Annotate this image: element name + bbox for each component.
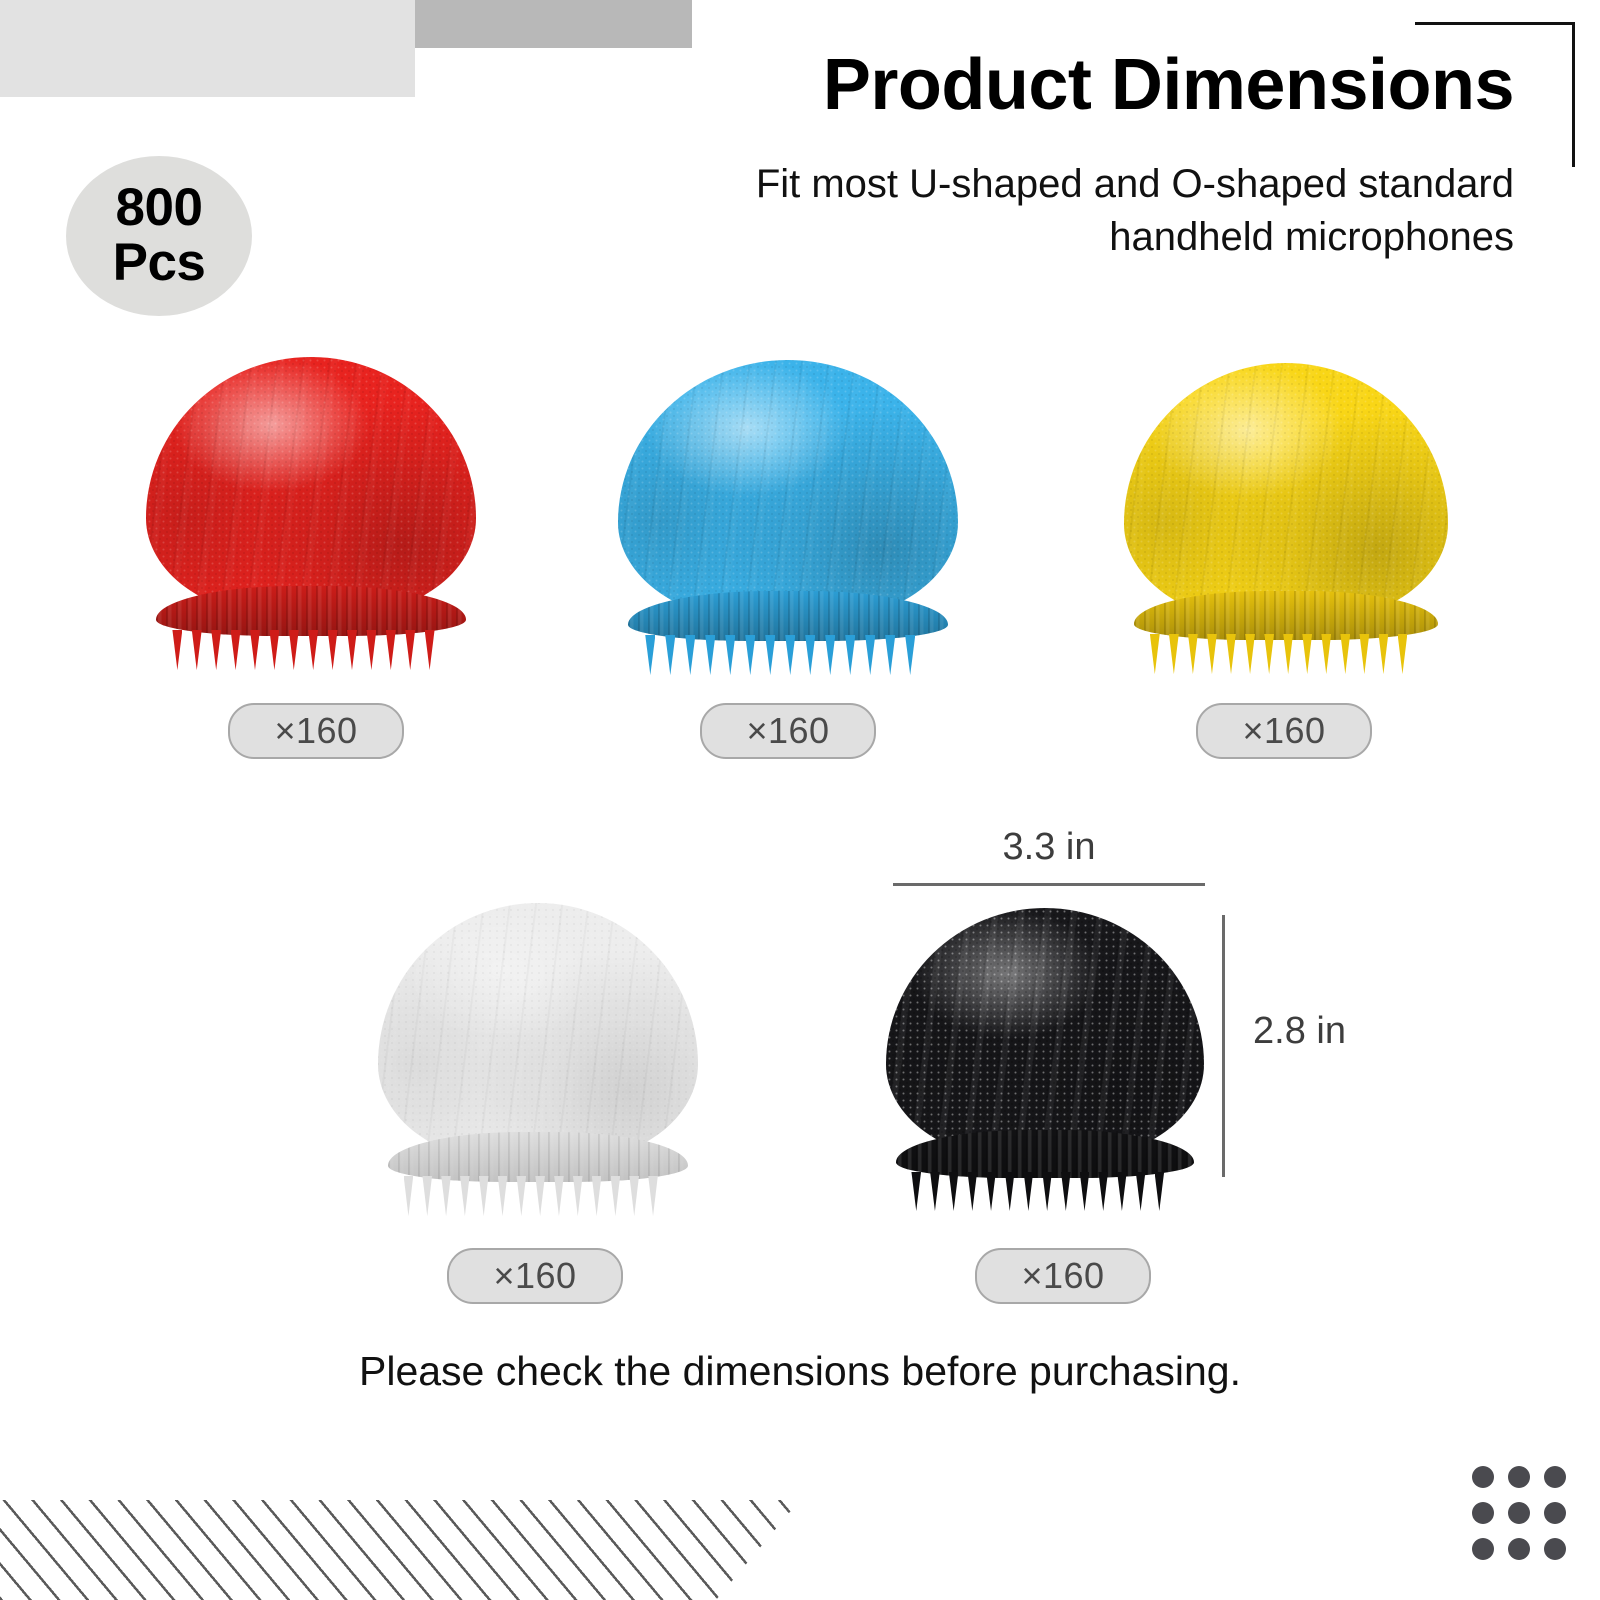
yellow-pleats	[1124, 363, 1448, 622]
white-mic-cover-image	[378, 903, 698, 1217]
blue-mic-cover-image	[618, 360, 958, 676]
dot	[1544, 1466, 1566, 1488]
black-quantity-label: ×160	[1021, 1255, 1105, 1296]
white-dome	[378, 903, 698, 1164]
yellow-fringe	[1149, 634, 1422, 675]
subtitle-line-1: Fit most U-shaped and O-shaped standard	[755, 162, 1514, 206]
yellow-band-shading	[1133, 590, 1439, 641]
white-quantity-label: ×160	[493, 1255, 577, 1296]
red-band-shading	[155, 586, 467, 636]
blue-quantity-pill: ×160	[700, 703, 876, 759]
red-pleats	[146, 357, 476, 618]
corner-bracket-decoration	[1415, 22, 1575, 167]
white-elastic-band	[387, 1132, 689, 1182]
blue-shading	[618, 360, 958, 623]
white-band-shading	[387, 1132, 689, 1182]
blue-band-shading	[628, 590, 948, 641]
red-mic-cover-image	[146, 357, 476, 671]
dot	[1472, 1466, 1494, 1488]
black-band-gathers	[895, 1130, 1195, 1178]
blue-band-gathers	[628, 590, 948, 641]
yellow-band-gathers	[1133, 590, 1439, 641]
white-fringe	[403, 1175, 673, 1217]
blue-mic-cover	[618, 360, 958, 676]
dot-grid-decoration	[1472, 1466, 1580, 1574]
dot	[1544, 1502, 1566, 1524]
white-quantity-pill: ×160	[447, 1248, 623, 1304]
red-dome	[146, 357, 476, 618]
red-fringe	[172, 629, 449, 671]
dot	[1544, 1538, 1566, 1560]
yellow-elastic-band	[1133, 590, 1439, 641]
blue-quantity-label: ×160	[746, 710, 830, 751]
dot	[1508, 1538, 1530, 1560]
red-quantity-pill: ×160	[228, 703, 404, 759]
black-shading	[886, 908, 1204, 1160]
page-title: Product Dimensions	[822, 45, 1515, 125]
badge-count: 800	[115, 178, 203, 238]
decorative-block-dark	[415, 0, 692, 48]
white-mic-cover	[378, 903, 698, 1217]
red-quantity-label: ×160	[274, 710, 358, 751]
corner-bracket-vertical-line	[1572, 22, 1575, 167]
black-dome	[886, 908, 1204, 1160]
blue-fringe	[645, 634, 931, 676]
white-mesh-texture	[378, 903, 698, 1164]
blue-elastic-band	[628, 590, 948, 641]
dot	[1508, 1502, 1530, 1524]
yellow-shading	[1124, 363, 1448, 622]
white-band-gathers	[387, 1132, 689, 1182]
black-mic-cover	[886, 908, 1204, 1211]
dot	[1508, 1466, 1530, 1488]
red-band-gathers	[155, 586, 467, 636]
white-pleats	[378, 903, 698, 1164]
subtitle-line-2: handheld microphones	[1109, 214, 1514, 259]
height-dimension-label: 2.8 in	[1253, 1010, 1346, 1052]
dot	[1472, 1502, 1494, 1524]
badge-unit: Pcs	[112, 233, 206, 292]
height-dimension-line	[1222, 915, 1225, 1177]
yellow-mic-cover-image	[1124, 363, 1448, 675]
width-dimension-line	[893, 883, 1205, 886]
red-mic-cover	[146, 357, 476, 671]
yellow-dome	[1124, 363, 1448, 622]
red-shading	[146, 357, 476, 618]
black-fringe	[911, 1172, 1178, 1211]
decorative-block-light	[0, 0, 415, 97]
yellow-mic-cover	[1124, 363, 1448, 675]
blue-pleats	[618, 360, 958, 623]
yellow-quantity-pill: ×160	[1196, 703, 1372, 759]
total-quantity-badge: 800 Pcs	[66, 156, 252, 316]
blue-mesh-texture	[618, 360, 958, 623]
black-band-shading	[895, 1130, 1195, 1178]
corner-bracket-horizontal-line	[1415, 22, 1573, 25]
red-mesh-texture	[146, 357, 476, 618]
black-quantity-pill: ×160	[975, 1248, 1151, 1304]
blue-dome	[618, 360, 958, 623]
diagonal-stripes-decoration	[0, 1500, 800, 1600]
width-dimension-label: 3.3 in	[1002, 826, 1096, 868]
yellow-quantity-label: ×160	[1242, 710, 1326, 751]
page-subtitle: Fit most U-shaped and O-shaped standard …	[654, 158, 1514, 264]
white-shading	[378, 903, 698, 1164]
black-pleats	[886, 908, 1204, 1160]
red-elastic-band	[155, 586, 467, 636]
yellow-mesh-texture	[1124, 363, 1448, 622]
black-mic-cover-image	[886, 908, 1204, 1211]
dot	[1472, 1538, 1494, 1560]
footer-caption: Please check the dimensions before purch…	[358, 1348, 1242, 1394]
black-elastic-band	[895, 1130, 1195, 1178]
black-mesh-texture	[886, 908, 1204, 1160]
